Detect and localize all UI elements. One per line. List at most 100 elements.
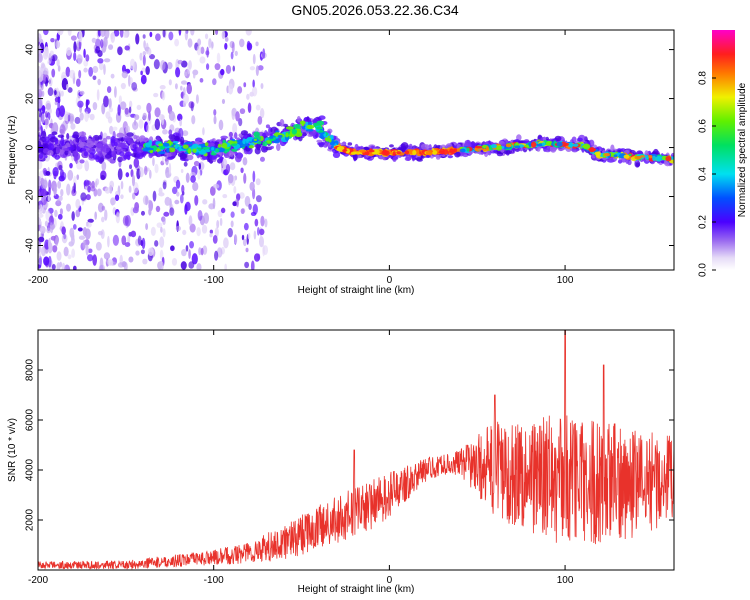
spectrogram-cell	[87, 185, 91, 193]
y-tick-label: 6000	[25, 408, 36, 431]
spectrogram-cell	[505, 143, 512, 148]
spectrogram-cell	[79, 112, 84, 121]
spectrogram-cell	[73, 41, 77, 53]
spectrogram-cell	[92, 101, 98, 111]
spectrogram-cell	[541, 142, 546, 146]
spectrogram-cell	[378, 155, 385, 160]
spectrogram-cell	[225, 64, 232, 74]
spectrogram-cell	[196, 263, 202, 270]
spectrogram-cell	[83, 48, 86, 58]
spectrogram-cell	[257, 116, 263, 125]
spectrogram-cell	[69, 69, 76, 79]
spectrogram-cell	[153, 59, 160, 70]
spectrogram-cell	[648, 155, 653, 159]
spectrogram-cell	[140, 74, 147, 85]
spectrogram-cell	[447, 155, 454, 159]
spectrogram-cell	[179, 194, 184, 204]
spectrogram-cell	[239, 38, 245, 48]
spectrogram-cell	[179, 119, 182, 127]
spectrogram-cell	[202, 199, 208, 205]
spectrogram-cell	[80, 192, 87, 201]
spectrogram-cell	[72, 265, 77, 270]
spectrogram-cell	[73, 51, 77, 61]
spectrogram-cell	[183, 161, 188, 167]
spectrogram-cell	[259, 156, 265, 162]
spectrogram-cell	[158, 187, 163, 195]
spectrogram-cell	[249, 66, 256, 71]
spectrogram-cell	[214, 250, 219, 261]
spectrogram-cell	[129, 58, 136, 70]
spectrogram-cell	[146, 124, 150, 133]
spectrogram-cell	[254, 147, 261, 155]
spectrogram-cell	[428, 144, 432, 151]
spectrogram-cell	[225, 163, 231, 174]
spectrogram-cell	[67, 87, 73, 93]
spectrogram-cell	[255, 178, 261, 186]
spectrogram-cell	[130, 230, 137, 238]
spectrogram-cell	[652, 155, 656, 162]
spectrogram-cell	[212, 234, 218, 244]
spectrogram-cell	[199, 78, 204, 83]
spectrogram-cell	[38, 160, 43, 170]
spectrogram-cell	[47, 60, 51, 65]
spectrogram-cell	[133, 157, 140, 169]
spectrogram-cell	[110, 73, 115, 79]
spectrogram-cell	[218, 119, 224, 131]
spectrogram-cell	[134, 201, 140, 212]
spectrogram-cell	[63, 246, 69, 257]
spectrogram-cell	[576, 137, 583, 142]
spectrogram-cell	[86, 99, 90, 106]
spectrogram-cell	[239, 108, 246, 115]
spectrogram-cell	[146, 102, 152, 114]
spectrogram-cell	[253, 138, 258, 142]
x-tick-label: -200	[28, 275, 48, 286]
spectrogram-cell	[190, 30, 195, 36]
colorbar-ticks: 0.0 0.2 0.4 0.6 0.8	[698, 71, 716, 277]
spectrogram-cell	[212, 78, 217, 86]
spectrogram-cell	[38, 213, 44, 218]
spectrogram-cell	[140, 70, 143, 76]
spectrogram-cell	[100, 30, 106, 38]
spectrogram-cell	[131, 82, 138, 91]
spectrogram-cell	[257, 253, 261, 261]
spectrogram-cell	[169, 207, 175, 216]
spectrogram-cell	[634, 156, 642, 160]
spectrogram-cell	[291, 128, 297, 135]
spectrogram-cell	[111, 150, 117, 158]
spectrogram-cell	[252, 170, 256, 183]
spectrogram-cell	[174, 135, 181, 142]
spectrogram-cell	[158, 114, 165, 121]
spectrogram-cell	[181, 249, 187, 257]
spectrogram-cell	[64, 149, 69, 156]
spectrogram-cell	[51, 263, 56, 270]
spectrogram-cell	[140, 249, 145, 255]
spectrogram-cell	[187, 38, 193, 48]
spectrogram-cell	[252, 203, 258, 215]
spectrogram-cell	[98, 263, 106, 270]
spectrogram-cell	[350, 151, 357, 155]
spectrogram-cell	[116, 211, 120, 218]
spectrogram-cell	[38, 264, 42, 269]
spectrogram-cell	[148, 152, 155, 157]
spectrogram-cell	[155, 33, 161, 41]
spectrogram-cell	[166, 147, 170, 153]
spectrogram-cell	[296, 115, 301, 123]
spectrogram-cell	[61, 226, 66, 235]
spectrogram-cell	[143, 40, 146, 49]
spectrogram-cell	[316, 139, 323, 143]
spectrogram-cell	[110, 31, 116, 44]
spectrogram-cell	[216, 247, 223, 258]
spectrogram-cell	[255, 41, 259, 47]
spectrogram-cell	[352, 153, 358, 161]
spectrogram-cell	[400, 142, 409, 150]
spectrogram-cell	[49, 222, 54, 234]
spectrogram-cell	[162, 216, 166, 226]
spectrogram-cell	[230, 220, 234, 228]
spectrogram-cell	[264, 218, 268, 228]
spectrogram-cell	[245, 247, 249, 253]
spectrogram-cell	[96, 142, 104, 149]
spectrogram-cell	[95, 38, 101, 49]
spectrogram-cell	[496, 145, 502, 151]
spectrogram-cell	[182, 93, 189, 104]
spectrogram-cell	[110, 138, 116, 143]
